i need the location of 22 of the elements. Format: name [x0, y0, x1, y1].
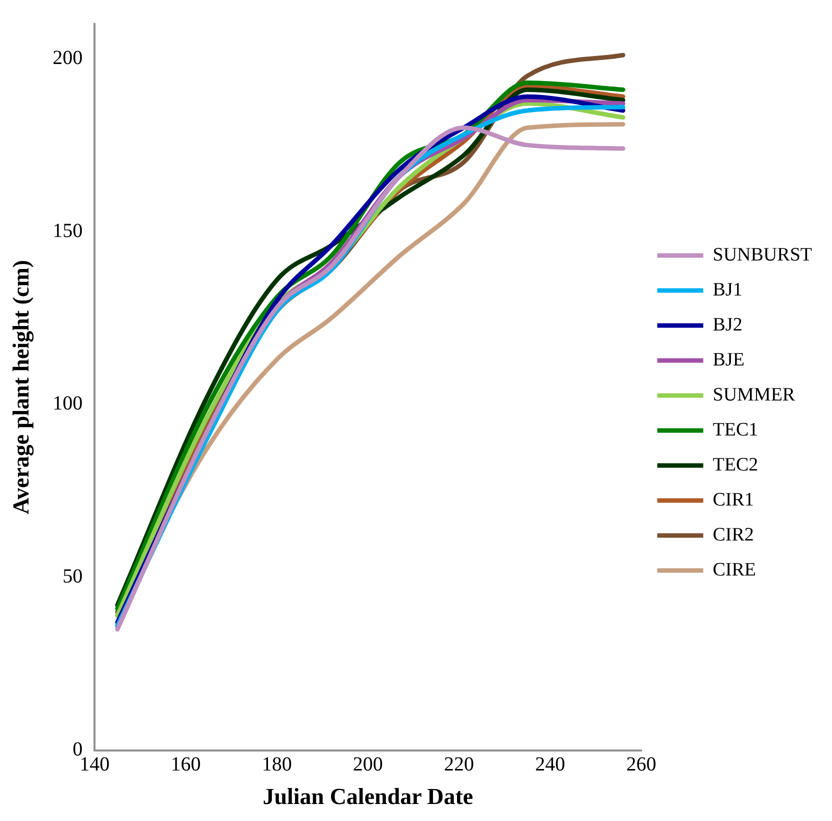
legend-label: BJ1	[712, 279, 742, 300]
legend-label: TEC2	[712, 454, 758, 476]
legend-label: CIRE	[712, 559, 756, 580]
legend-label: CIR1	[712, 489, 754, 510]
x-tick-label: 200	[352, 754, 383, 776]
y-tick-label: 50	[62, 566, 83, 588]
x-tick-label: 180	[262, 754, 292, 776]
x-tick-label: 240	[535, 754, 566, 776]
x-tick-label: 220	[444, 754, 474, 776]
legend-label: SUMMER	[712, 384, 796, 406]
y-tick-label: 200	[52, 46, 83, 69]
x-tick-label: 260	[626, 754, 656, 776]
legend-label: BJE	[712, 349, 744, 370]
x-tick-label: 160	[170, 754, 201, 776]
legend-label: TEC1	[712, 419, 758, 440]
legend-label: BJ2	[712, 314, 742, 336]
y-tick-label: 150	[52, 220, 83, 242]
legend-label: CIR2	[712, 524, 754, 546]
x-axis-title: Julian Calendar Date	[262, 784, 474, 810]
y-axis-title: Average plant height (cm)	[8, 260, 35, 514]
y-tick-label: 100	[52, 392, 83, 415]
legend-label: SUNBURST	[712, 244, 812, 266]
